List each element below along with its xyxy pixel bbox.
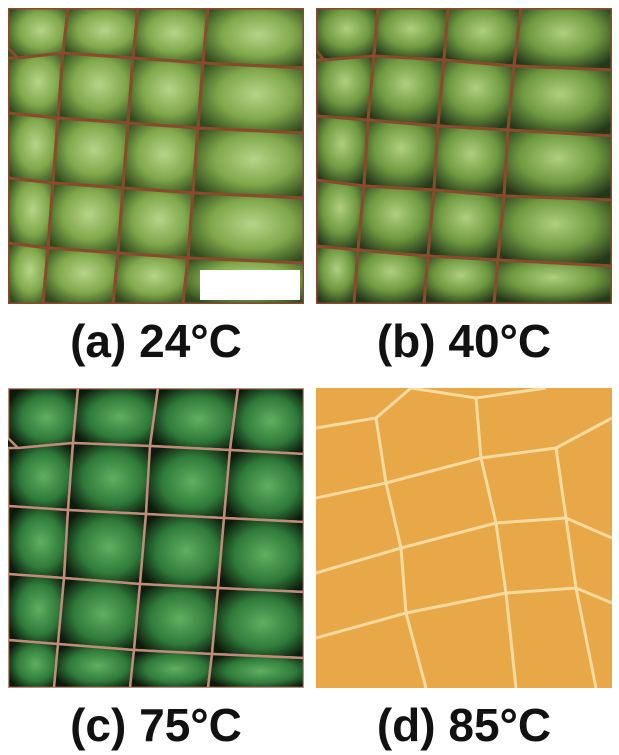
micrograph-d-image xyxy=(316,388,612,688)
micrograph-panel-c xyxy=(8,388,304,688)
micrograph-b-image xyxy=(316,8,612,304)
caption-d: (d) 85°C xyxy=(376,699,552,751)
micrograph-c-image xyxy=(8,388,304,688)
micrograph-a-image xyxy=(8,8,304,304)
caption-b: (b) 40°C xyxy=(376,315,552,367)
caption-c: (c) 75°C xyxy=(70,699,242,751)
caption-a: (a) 24°C xyxy=(70,315,242,367)
scale-bar xyxy=(200,270,300,300)
micrograph-panel-a xyxy=(8,8,304,304)
micrograph-panel-b xyxy=(316,8,612,304)
micrograph-panel-d xyxy=(316,388,612,688)
